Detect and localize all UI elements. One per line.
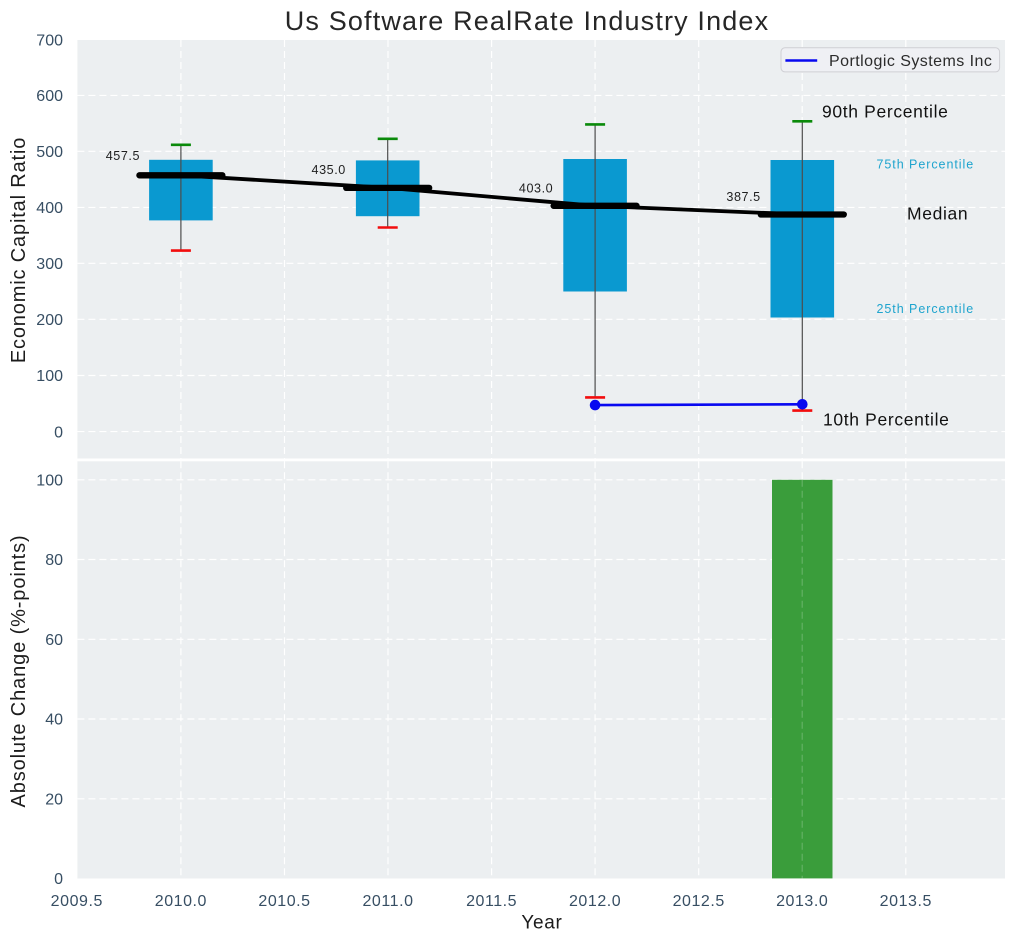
svg-text:25th Percentile: 25th Percentile [877, 302, 975, 316]
svg-text:2010.0: 2010.0 [155, 893, 207, 910]
svg-text:Us Software RealRate Industry: Us Software RealRate Industry Index [285, 6, 769, 36]
svg-text:0: 0 [54, 424, 63, 441]
svg-text:2013.5: 2013.5 [880, 893, 932, 910]
svg-text:80: 80 [45, 552, 63, 569]
svg-text:403.0: 403.0 [519, 182, 553, 196]
svg-text:Economic Capital Ratio: Economic Capital Ratio [8, 137, 30, 363]
svg-text:2011.5: 2011.5 [466, 893, 517, 910]
svg-text:300: 300 [36, 256, 63, 273]
svg-text:457.5: 457.5 [106, 149, 140, 163]
svg-text:600: 600 [36, 88, 63, 105]
svg-text:60: 60 [45, 632, 63, 649]
svg-text:100: 100 [36, 473, 63, 490]
svg-text:Median: Median [907, 203, 968, 223]
svg-text:100: 100 [36, 368, 63, 385]
svg-text:40: 40 [45, 712, 63, 729]
svg-text:Portlogic Systems Inc: Portlogic Systems Inc [829, 53, 992, 70]
svg-text:435.0: 435.0 [312, 163, 346, 177]
svg-text:Year: Year [521, 913, 562, 934]
svg-text:2009.5: 2009.5 [51, 893, 103, 910]
svg-text:75th Percentile: 75th Percentile [877, 158, 975, 172]
svg-text:90th Percentile: 90th Percentile [822, 102, 949, 122]
svg-text:2012.5: 2012.5 [673, 893, 725, 910]
svg-text:200: 200 [36, 312, 63, 329]
svg-text:400: 400 [36, 200, 63, 217]
svg-text:2012.0: 2012.0 [569, 893, 621, 910]
svg-text:0: 0 [54, 871, 63, 888]
svg-text:2013.0: 2013.0 [776, 893, 828, 910]
svg-text:10th Percentile: 10th Percentile [823, 409, 950, 429]
svg-text:2010.5: 2010.5 [258, 893, 310, 910]
svg-text:500: 500 [36, 144, 63, 161]
svg-text:Absolute Change (%-points): Absolute Change (%-points) [8, 534, 30, 807]
svg-text:387.5: 387.5 [726, 190, 760, 204]
svg-text:2011.0: 2011.0 [362, 893, 413, 910]
svg-text:700: 700 [36, 33, 63, 50]
svg-text:20: 20 [45, 792, 63, 809]
